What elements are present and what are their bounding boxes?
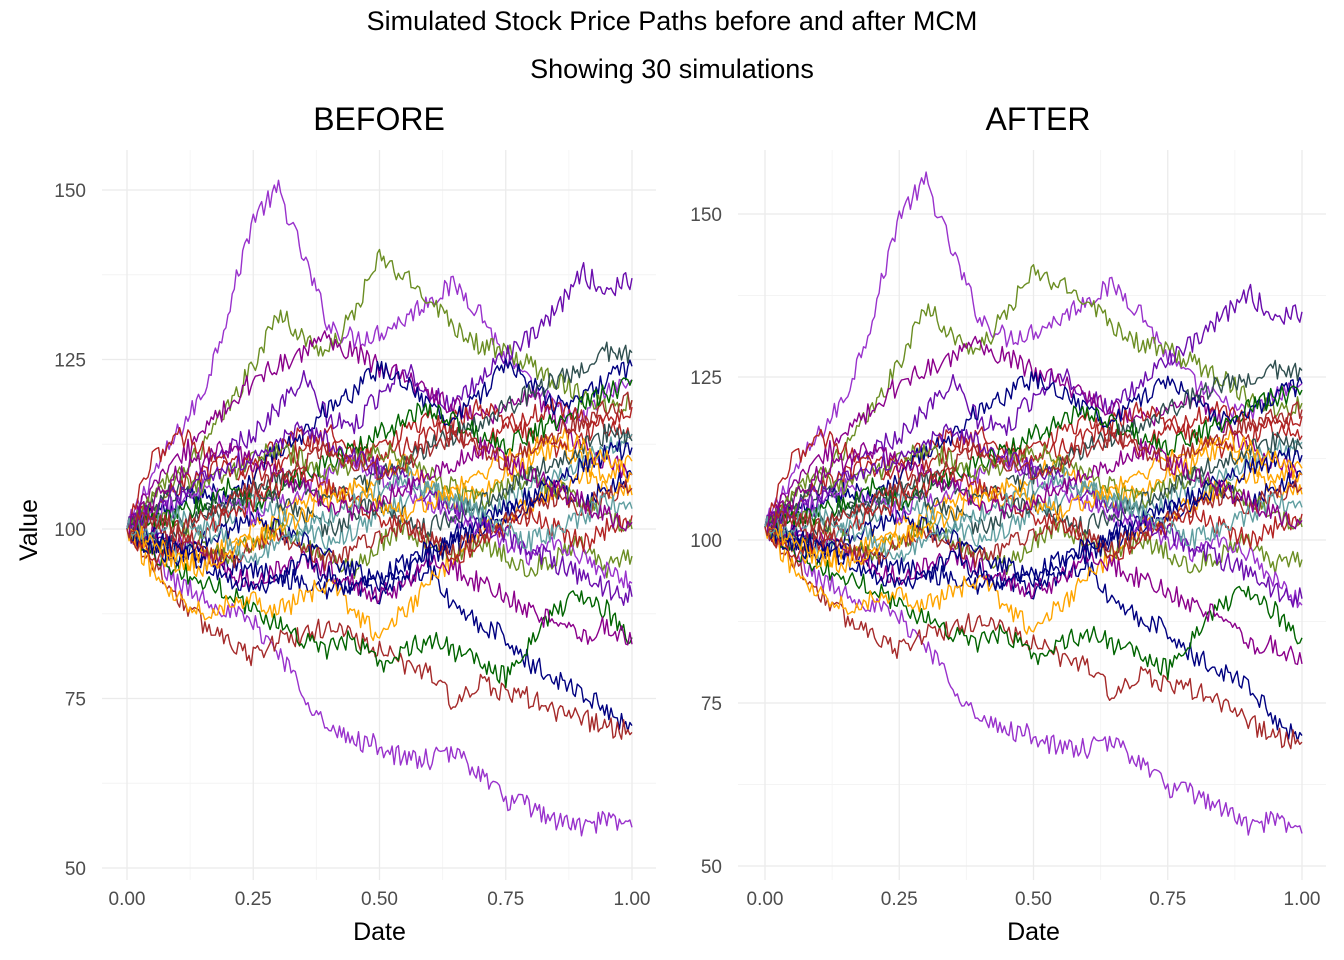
series-line: [764, 447, 1303, 591]
chart-subtitle: Showing 30 simulations: [530, 54, 814, 84]
x-tick-label: 0.00: [109, 889, 146, 910]
series-line: [764, 519, 1303, 666]
x-tick-label: 0.00: [747, 889, 784, 910]
series-line: [126, 479, 633, 572]
panel-before: 0.00 0.25 0.50 0.75 1.00 50 75 100 125 150 BEFORE D…: [15, 101, 656, 946]
series-line: [126, 521, 633, 646]
y-tick-label: 100: [690, 531, 722, 552]
series-line: [126, 525, 633, 689]
series-line: [764, 401, 1303, 537]
x-tick-label: 0.25: [881, 889, 918, 910]
series-line: [126, 526, 633, 740]
y-tick-label: 100: [54, 520, 86, 541]
y-tick-label: 75: [65, 690, 86, 711]
series-line: [126, 526, 633, 837]
x-tick-label: 0.75: [487, 889, 524, 910]
series-line: [126, 439, 633, 596]
y-tick-label: 125: [690, 368, 722, 389]
series-line: [126, 248, 633, 531]
x-axis-label: Date: [353, 918, 406, 946]
series-line: [764, 467, 1303, 635]
x-tick-label: 1.00: [1284, 889, 1321, 910]
series-line: [764, 401, 1303, 528]
panel-after: 0.00 0.25 0.50 0.75 1.00 50 75 100 125 150 AFTER Da…: [690, 101, 1326, 946]
series-line: [764, 385, 1303, 528]
series-line: [764, 423, 1303, 608]
y-tick-label: 50: [701, 857, 722, 878]
x-tick-label: 0.75: [1149, 889, 1186, 910]
series-line: [764, 371, 1303, 532]
series-line: [126, 421, 633, 606]
x-axis-label: Date: [1007, 918, 1060, 946]
y-tick-label: 125: [54, 351, 86, 372]
series-line: [764, 524, 1303, 750]
series-line: [764, 455, 1303, 609]
series-line: [764, 525, 1303, 836]
series-line: [126, 466, 633, 565]
series-line: [126, 467, 633, 642]
series-line: [764, 264, 1303, 529]
facet-title: AFTER: [986, 101, 1091, 137]
series-line: [764, 438, 1303, 536]
series-line: [126, 436, 633, 538]
series-line: [764, 523, 1303, 681]
series-line: [126, 398, 633, 530]
series-line: [126, 358, 633, 534]
series-line: [764, 479, 1303, 568]
y-tick-label: 150: [690, 205, 722, 226]
x-tick-label: 0.50: [361, 889, 398, 910]
facet-title: BEFORE: [313, 101, 445, 137]
y-tick-label: 50: [65, 859, 86, 880]
series-line: [764, 466, 1303, 561]
x-tick-label: 0.25: [235, 889, 272, 910]
y-tick-label: 75: [701, 694, 722, 715]
x-tick-label: 1.00: [614, 889, 651, 910]
y-tick-label: 150: [54, 181, 86, 202]
x-tick-label: 0.50: [1015, 889, 1052, 910]
series-line: [126, 454, 633, 589]
series-line: [126, 427, 633, 578]
series-line: [126, 377, 633, 530]
chart-title: Simulated Stock Price Paths before and a…: [366, 6, 978, 36]
series-line: [764, 429, 1303, 574]
y-axis-label: Value: [15, 499, 43, 561]
series-line: [126, 179, 633, 530]
series-line: [126, 391, 633, 539]
